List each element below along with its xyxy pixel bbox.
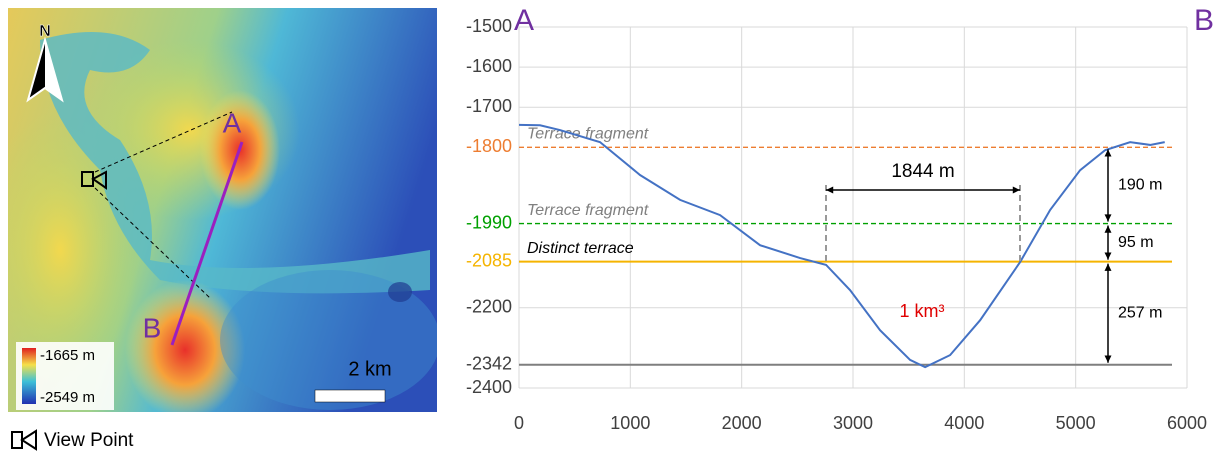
arrow-head [1104, 149, 1112, 157]
y-tick-label: -1500 [466, 16, 512, 36]
reference-label: Terrace fragment [527, 126, 649, 143]
x-tick-label: 6000 [1167, 413, 1207, 433]
x-tick-label: 1000 [610, 413, 650, 433]
annotation: 190 m [1118, 177, 1162, 194]
y-tick-label: -2085 [466, 250, 512, 270]
scale-label: 2 km [348, 358, 391, 380]
north-label: N [39, 23, 51, 40]
map-point-a: A [223, 107, 242, 138]
reference-label: Distinct terrace [527, 240, 634, 257]
profile-chart: 0 1000 2000 3000 4000 5000 6000 -1500 -1600 -1700… [466, 4, 1214, 433]
annotation: 1 km³ [900, 301, 945, 321]
arrow-head [1104, 355, 1112, 363]
view-point-icon [11, 429, 37, 451]
profile-line [518, 123, 1165, 369]
y-tick-label: -1600 [466, 56, 512, 76]
arrow-head [1104, 252, 1112, 260]
legend-max: -1665 m [40, 347, 95, 364]
annotation: 257 m [1118, 304, 1162, 321]
y-tick-label: -1990 [466, 212, 512, 232]
x-tick-label: 3000 [833, 413, 873, 433]
x-tick-label: 0 [514, 413, 524, 433]
y-tick-label: -2400 [466, 377, 512, 397]
annotation: 95 m [1118, 234, 1154, 251]
map-point-b: B [143, 312, 162, 343]
annotation: 1844 m [891, 161, 954, 182]
map: N A B -1665 m -2549 m 2 km [8, 8, 437, 412]
x-tick-label: 4000 [944, 413, 984, 433]
endpoint-a: A [514, 4, 534, 37]
view-point-label: View Point [44, 430, 134, 451]
y-tick-label: -2342 [466, 353, 512, 373]
y-tick-label: -2200 [466, 297, 512, 317]
x-tick-label: 5000 [1056, 413, 1096, 433]
reference-label: Terrace fragment [527, 202, 649, 219]
arrow-head [1104, 225, 1112, 233]
x-tick-label: 2000 [722, 413, 762, 433]
endpoint-b: B [1194, 4, 1214, 37]
legend-min: -2549 m [40, 389, 95, 406]
y-tick-label: -1800 [466, 136, 512, 156]
arrow-head [1104, 214, 1112, 222]
arrow-head [1104, 263, 1112, 271]
y-tick-label: -1700 [466, 96, 512, 116]
arrow-head [1012, 186, 1020, 194]
arrow-head [826, 186, 834, 194]
